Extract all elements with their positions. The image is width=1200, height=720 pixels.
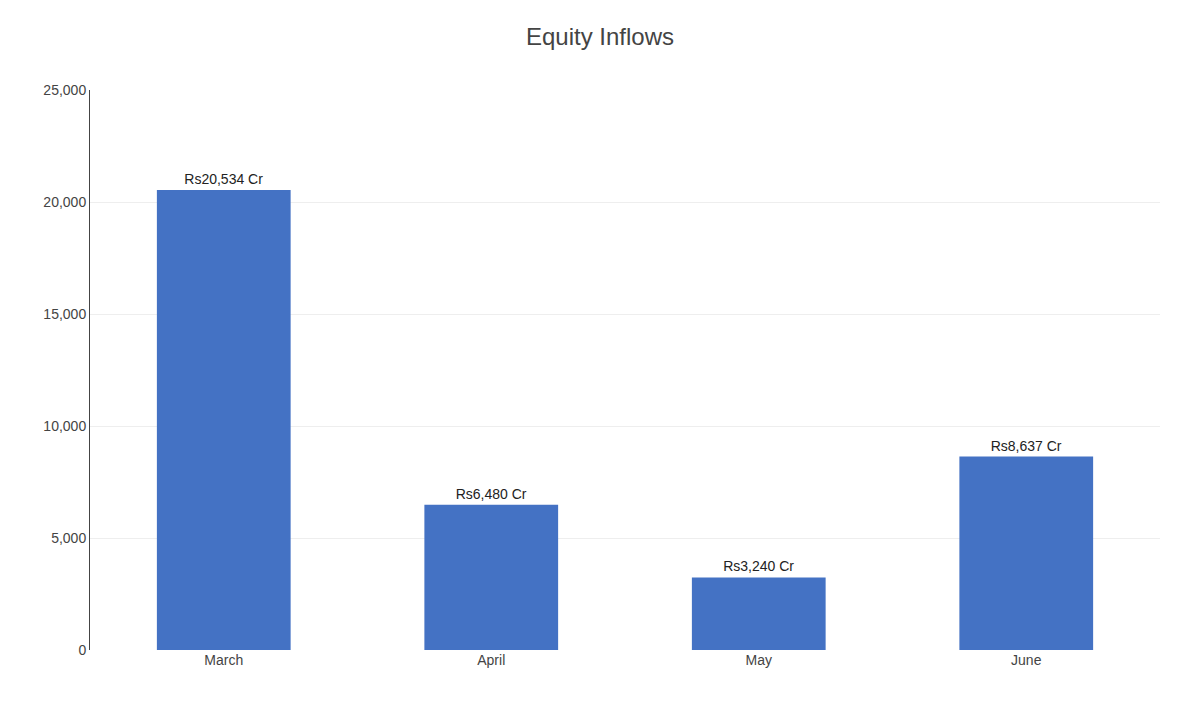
svg-text:Rs8,637 Cr: Rs8,637 Cr bbox=[991, 438, 1062, 454]
svg-text:15,000: 15,000 bbox=[43, 306, 86, 322]
svg-text:April: April bbox=[477, 652, 505, 668]
svg-text:20,000: 20,000 bbox=[43, 194, 86, 210]
svg-text:5,000: 5,000 bbox=[51, 530, 86, 546]
svg-text:June: June bbox=[1011, 652, 1042, 668]
svg-text:0: 0 bbox=[78, 642, 86, 658]
svg-text:Equity Inflows: Equity Inflows bbox=[526, 23, 674, 50]
svg-text:May: May bbox=[746, 652, 772, 668]
svg-text:Rs20,534 Cr: Rs20,534 Cr bbox=[184, 171, 263, 187]
svg-text:Rs6,480 Cr: Rs6,480 Cr bbox=[456, 486, 527, 502]
svg-text:10,000: 10,000 bbox=[43, 418, 86, 434]
svg-text:25,000: 25,000 bbox=[43, 82, 86, 98]
svg-text:Rs3,240 Cr: Rs3,240 Cr bbox=[723, 558, 794, 574]
svg-text:March: March bbox=[204, 652, 243, 668]
